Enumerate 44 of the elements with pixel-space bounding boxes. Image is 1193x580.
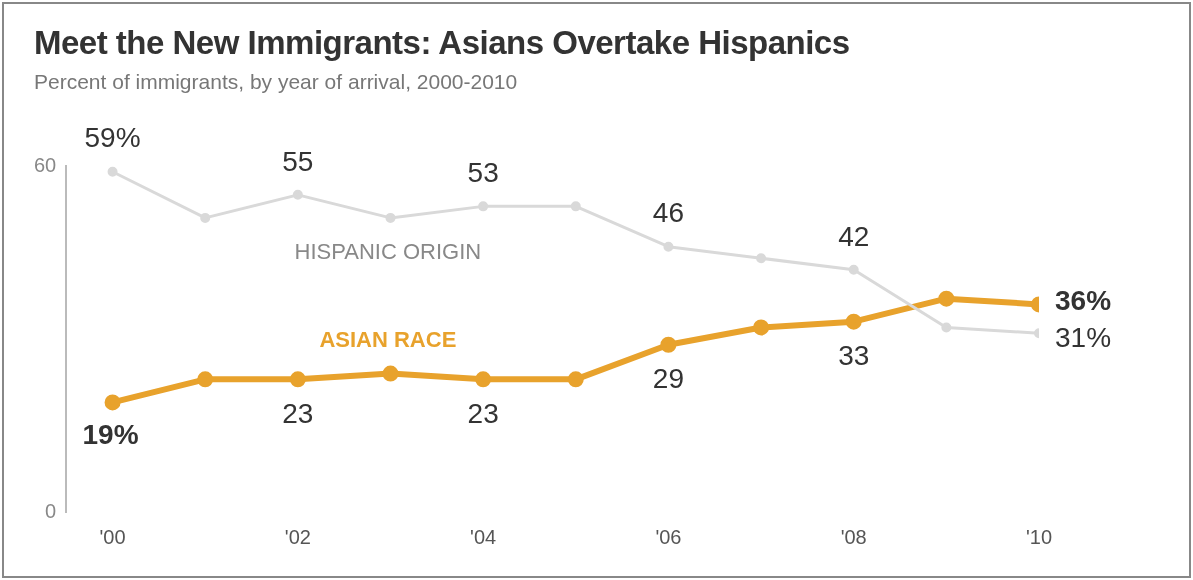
chart-subtitle: Percent of immigrants, by year of arrival, 2000-2010 bbox=[34, 70, 518, 94]
data-label: 29 bbox=[652, 363, 685, 395]
point bbox=[107, 166, 118, 177]
point bbox=[660, 336, 677, 353]
series-label: HISPANIC ORIGIN bbox=[294, 238, 482, 264]
point bbox=[753, 319, 770, 336]
point bbox=[938, 290, 955, 307]
y-tick-label: 60 bbox=[34, 153, 57, 176]
point bbox=[663, 241, 674, 252]
data-label: 55 bbox=[282, 145, 314, 177]
point bbox=[756, 253, 767, 264]
data-label: 19% bbox=[82, 419, 139, 451]
chart-title: Meet the New Immigrants: Asians Overtake Hispanics bbox=[34, 24, 850, 62]
data-label: 46 bbox=[652, 197, 685, 229]
y-tick-label: 0 bbox=[45, 499, 57, 522]
point bbox=[845, 313, 862, 330]
point bbox=[475, 371, 492, 388]
data-label: 31% bbox=[1055, 321, 1112, 353]
point bbox=[382, 365, 399, 382]
data-label: 53 bbox=[467, 157, 499, 189]
data-label: 23 bbox=[467, 398, 499, 430]
data-label: 23 bbox=[282, 398, 314, 430]
point bbox=[289, 371, 306, 388]
point bbox=[570, 201, 581, 212]
point bbox=[197, 371, 214, 388]
x-tick-label: '08 bbox=[840, 525, 867, 548]
x-tick-label: '10 bbox=[1025, 525, 1053, 548]
x-tick-label: '04 bbox=[470, 525, 497, 548]
data-label: 36% bbox=[1055, 285, 1112, 317]
point bbox=[848, 264, 859, 275]
data-label: 33 bbox=[838, 340, 870, 372]
series-label: ASIAN RACE bbox=[319, 327, 457, 353]
x-tick-label: '02 bbox=[284, 525, 311, 548]
point bbox=[385, 212, 396, 223]
data-label: 42 bbox=[838, 220, 870, 252]
point bbox=[200, 212, 211, 223]
x-tick-label: '00 bbox=[99, 525, 126, 548]
point bbox=[104, 394, 121, 411]
point bbox=[941, 322, 952, 333]
point bbox=[292, 189, 303, 200]
point bbox=[567, 371, 584, 388]
data-label: 59% bbox=[84, 122, 141, 154]
point bbox=[478, 201, 489, 212]
x-tick-label: '06 bbox=[655, 525, 682, 548]
